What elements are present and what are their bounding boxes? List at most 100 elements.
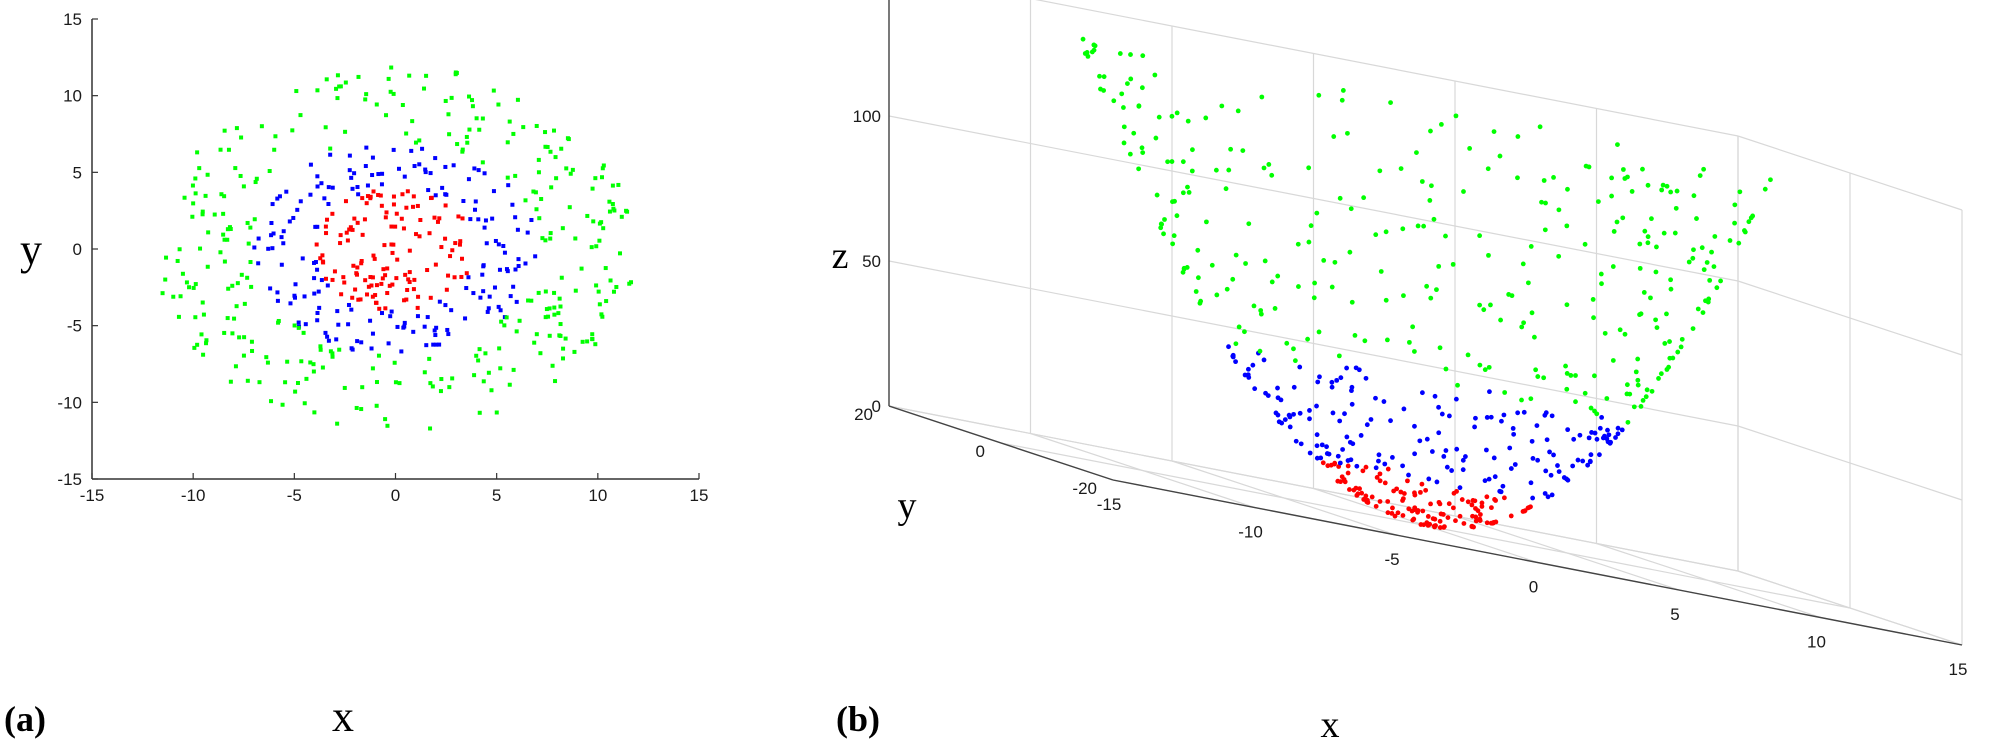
data-point-outer — [1543, 200, 1548, 206]
data-point-outer — [264, 355, 269, 360]
data-point-inner — [1470, 498, 1476, 503]
data-point-outer — [193, 315, 198, 320]
data-point-middle — [1419, 390, 1425, 396]
data-point-middle — [466, 177, 471, 182]
data-point-inner — [1419, 481, 1425, 487]
data-point-inner — [1473, 518, 1479, 524]
data-point-middle — [514, 299, 519, 304]
data-point-inner — [370, 275, 375, 280]
data-point-outer — [1195, 247, 1201, 253]
data-point-outer — [221, 232, 226, 237]
data-point-middle — [402, 174, 407, 179]
data-point-inner — [359, 259, 364, 264]
data-point-outer — [299, 359, 304, 364]
data-point-outer — [1186, 190, 1192, 195]
data-point-outer — [1337, 195, 1343, 201]
data-point-middle — [349, 175, 354, 180]
data-point-outer — [1131, 130, 1137, 136]
data-point-middle — [1454, 446, 1460, 452]
data-point-outer — [612, 208, 617, 213]
data-point-outer — [204, 338, 209, 343]
data-point-middle — [1342, 411, 1347, 417]
data-point-middle — [1439, 411, 1445, 417]
data-point-outer — [1169, 113, 1175, 119]
data-point-middle — [463, 316, 468, 321]
data-point-middle — [425, 315, 430, 320]
data-point-middle — [506, 183, 511, 188]
data-point-outer — [164, 255, 169, 260]
data-point-middle — [437, 342, 442, 347]
data-point-middle — [313, 260, 318, 265]
x-tick-label-a: 15 — [690, 486, 709, 505]
data-point-middle — [1460, 467, 1466, 473]
data-point-outer — [1564, 371, 1570, 376]
data-point-outer — [376, 353, 381, 358]
data-point-inner — [1351, 487, 1357, 493]
data-point-inner — [394, 211, 399, 216]
data-point-outer — [1092, 43, 1098, 49]
data-point-outer — [212, 212, 217, 217]
data-point-outer — [1121, 124, 1127, 130]
data-point-middle — [433, 193, 438, 198]
data-point-outer — [249, 284, 254, 289]
data-point-middle — [1261, 357, 1267, 363]
data-point-outer — [1209, 262, 1215, 268]
data-point-middle — [271, 231, 276, 236]
data-point-outer — [233, 364, 238, 369]
scatter-2d-x-ticks: -15 -10 -5 0 5 10 15 — [80, 473, 709, 505]
data-point-outer — [1224, 286, 1230, 292]
data-point-outer — [294, 89, 299, 94]
x-axis-label-a: x — [332, 692, 354, 741]
data-point-inner — [390, 250, 395, 255]
data-point-middle — [481, 289, 486, 294]
data-point-inner — [401, 226, 406, 231]
data-point-inner — [330, 211, 335, 216]
data-point-outer — [1678, 344, 1684, 350]
data-point-outer — [531, 189, 536, 194]
data-point-outer — [450, 376, 455, 381]
data-point-outer — [273, 134, 278, 139]
data-point-outer — [222, 330, 227, 335]
data-point-inner — [1445, 515, 1451, 520]
data-point-outer — [226, 147, 231, 152]
data-point-middle — [437, 299, 442, 304]
data-point-outer — [1347, 249, 1353, 255]
data-point-outer — [254, 176, 259, 181]
data-point-outer — [590, 337, 595, 342]
data-point-outer — [1588, 405, 1594, 411]
data-point-outer — [1529, 310, 1535, 316]
data-point-outer — [477, 127, 482, 132]
data-point-outer — [1306, 239, 1312, 245]
data-point-middle — [279, 235, 284, 240]
y-tick-label-a: -10 — [57, 393, 82, 412]
data-point-outer — [611, 289, 616, 294]
data-point-outer — [312, 410, 317, 415]
scatter-2d-points — [160, 65, 634, 431]
data-point-outer — [290, 128, 295, 133]
data-point-inner — [1411, 516, 1417, 522]
data-point-middle — [1602, 433, 1607, 439]
data-point-outer — [1649, 216, 1654, 222]
data-point-outer — [502, 323, 507, 328]
data-point-outer — [241, 184, 246, 189]
data-point-middle — [315, 174, 320, 179]
data-point-inner — [1484, 494, 1490, 500]
data-point-outer — [1125, 81, 1130, 87]
data-point-outer — [1477, 233, 1483, 239]
data-point-inner — [383, 306, 388, 311]
data-point-outer — [507, 119, 512, 124]
data-point-outer — [590, 186, 595, 191]
data-point-outer — [1631, 404, 1637, 410]
data-point-middle — [1349, 401, 1355, 407]
data-point-inner — [407, 270, 412, 275]
data-point-inner — [1428, 501, 1433, 507]
data-point-outer — [477, 347, 482, 352]
data-point-inner — [1392, 513, 1398, 519]
data-point-inner — [1369, 494, 1375, 500]
data-point-outer — [552, 312, 557, 317]
data-point-middle — [1436, 430, 1442, 436]
data-point-inner — [458, 239, 463, 244]
data-point-inner — [1359, 490, 1365, 496]
data-point-inner — [1479, 500, 1485, 506]
